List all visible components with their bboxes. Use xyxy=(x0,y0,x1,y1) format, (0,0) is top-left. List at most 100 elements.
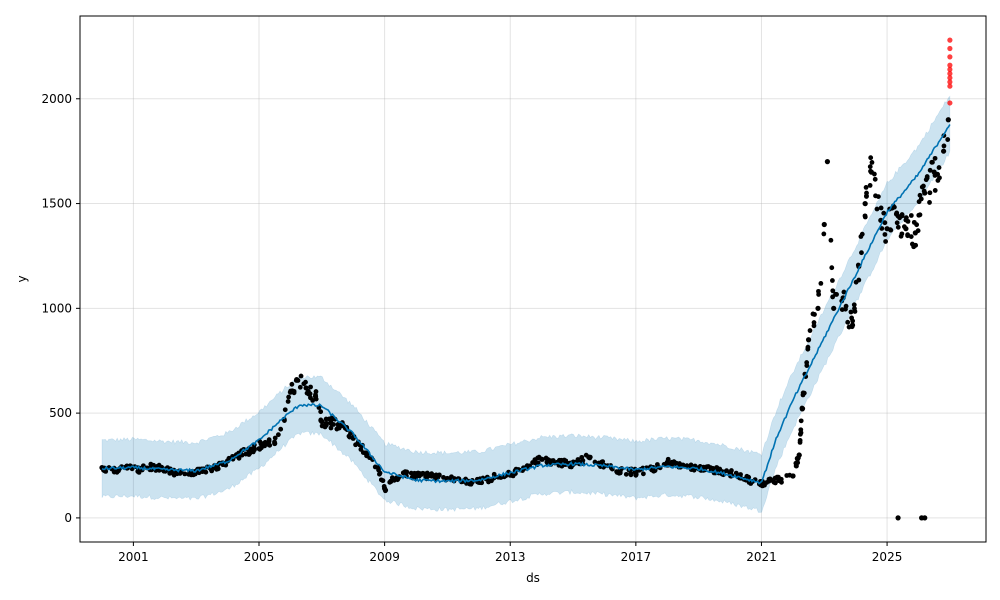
observed-point xyxy=(821,221,827,228)
observed-point xyxy=(935,171,941,177)
observed-point xyxy=(794,463,799,469)
observed-point xyxy=(800,406,806,411)
observed-point xyxy=(583,452,589,458)
observed-point xyxy=(932,188,938,193)
observed-point xyxy=(272,439,277,445)
observed-point xyxy=(318,418,324,424)
future-point xyxy=(947,62,953,68)
observed-point xyxy=(640,471,646,477)
observed-point xyxy=(381,484,387,489)
x-axis-label: ds xyxy=(526,571,540,585)
observed-point xyxy=(833,291,838,297)
observed-point xyxy=(917,192,923,198)
observed-point xyxy=(898,233,904,239)
observed-point xyxy=(543,455,549,461)
observed-point xyxy=(665,456,671,462)
y-tick-label: 1500 xyxy=(41,197,72,211)
observed-point xyxy=(250,449,256,455)
observed-point xyxy=(415,470,421,476)
x-tick-label: 2025 xyxy=(872,550,903,564)
observed-point xyxy=(704,464,710,470)
observed-point xyxy=(669,459,675,465)
x-tick-label: 2001 xyxy=(118,550,149,564)
observed-point xyxy=(874,206,880,212)
observed-point xyxy=(797,431,803,437)
observed-point xyxy=(491,471,497,477)
observed-point xyxy=(729,468,734,473)
x-axis-ticks: 2001 2005 2009 2013 2017 2021 2025 xyxy=(118,542,902,564)
observed-point xyxy=(424,470,430,476)
observed-point xyxy=(587,454,593,460)
y-tick-label: 500 xyxy=(49,406,72,420)
observed-point xyxy=(509,473,515,478)
observed-point xyxy=(895,515,901,521)
observed-point xyxy=(272,435,278,441)
observed-point xyxy=(924,174,930,179)
observed-point xyxy=(684,463,690,469)
observed-point xyxy=(945,117,951,123)
observed-point xyxy=(377,471,382,477)
observed-point xyxy=(323,421,329,426)
plot-frame xyxy=(79,15,987,543)
observed-point xyxy=(818,280,824,286)
observed-point xyxy=(674,460,679,466)
future-point xyxy=(947,71,953,77)
observed-point xyxy=(932,155,938,161)
observed-point xyxy=(391,477,397,483)
observed-point xyxy=(628,470,634,476)
observed-point xyxy=(852,306,857,311)
future-point xyxy=(947,66,953,73)
observed-point xyxy=(318,409,324,415)
observed-point xyxy=(182,471,188,477)
observed-point xyxy=(592,459,598,465)
observed-point xyxy=(710,465,716,471)
observed-point xyxy=(829,265,835,271)
observed-point xyxy=(848,309,854,315)
observed-point xyxy=(881,210,887,216)
future-point xyxy=(947,75,953,81)
observed-point xyxy=(811,323,817,329)
observed-point xyxy=(909,241,915,247)
observed-point xyxy=(927,200,932,205)
observed-point xyxy=(816,288,821,294)
observed-point xyxy=(323,416,329,422)
observed-point xyxy=(760,483,765,489)
observed-point xyxy=(911,219,917,225)
x-tick-label: 2005 xyxy=(244,550,275,564)
observed-point xyxy=(289,381,295,387)
observed-point xyxy=(828,237,834,243)
observed-point xyxy=(387,479,393,485)
observed-point xyxy=(563,458,569,464)
observed-point xyxy=(298,373,304,379)
observed-point xyxy=(579,454,585,460)
observed-point xyxy=(313,392,318,398)
observed-point xyxy=(945,137,951,142)
observed-point xyxy=(805,344,811,350)
observed-point xyxy=(830,288,836,294)
observed-point xyxy=(908,234,914,240)
y-tick-label: 0 xyxy=(64,511,72,525)
observed-point xyxy=(744,473,750,479)
observed-point xyxy=(404,469,410,475)
observed-point xyxy=(849,315,855,321)
observed-point xyxy=(871,171,877,177)
observed-point xyxy=(301,381,307,387)
future-points xyxy=(947,37,953,106)
observed-point xyxy=(851,302,857,308)
observed-point xyxy=(215,466,220,472)
observed-point xyxy=(714,465,720,470)
observed-point xyxy=(916,199,922,205)
y-tick-label: 1000 xyxy=(41,301,72,315)
uncertainty-band xyxy=(101,95,951,513)
observed-point xyxy=(841,289,847,295)
observed-point xyxy=(358,447,364,452)
observed-point xyxy=(297,384,303,390)
observed-point xyxy=(328,425,334,431)
observed-point xyxy=(353,442,358,448)
observed-point xyxy=(266,437,272,443)
observed-point xyxy=(936,165,942,170)
observed-point xyxy=(804,360,810,365)
observed-point xyxy=(824,159,831,165)
observed-point xyxy=(921,188,927,194)
